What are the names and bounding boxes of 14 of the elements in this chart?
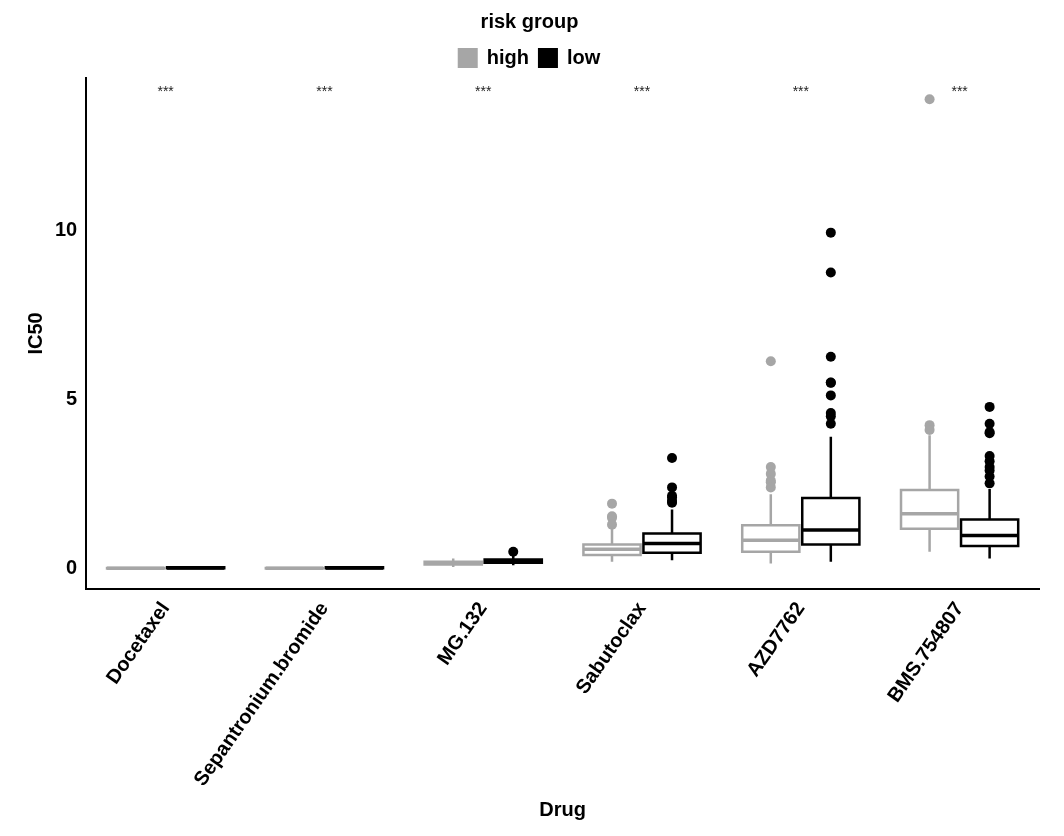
y-axis-title: IC50 <box>23 312 46 355</box>
legend-title: risk group <box>480 9 579 32</box>
annotation: *** <box>316 82 334 99</box>
annotation: *** <box>633 82 651 99</box>
y-tick-label: 0 <box>66 556 78 579</box>
legend-label: high <box>486 45 529 68</box>
legend-label: low <box>566 45 601 68</box>
annotation: *** <box>951 82 969 99</box>
annotation: *** <box>475 82 492 99</box>
y-tick-label: 10 <box>55 217 78 240</box>
annotation: *** <box>157 82 175 99</box>
x-axis-title: Drug <box>539 797 586 820</box>
annotation: *** <box>792 82 810 99</box>
y-tick-label: 5 <box>66 386 78 409</box>
